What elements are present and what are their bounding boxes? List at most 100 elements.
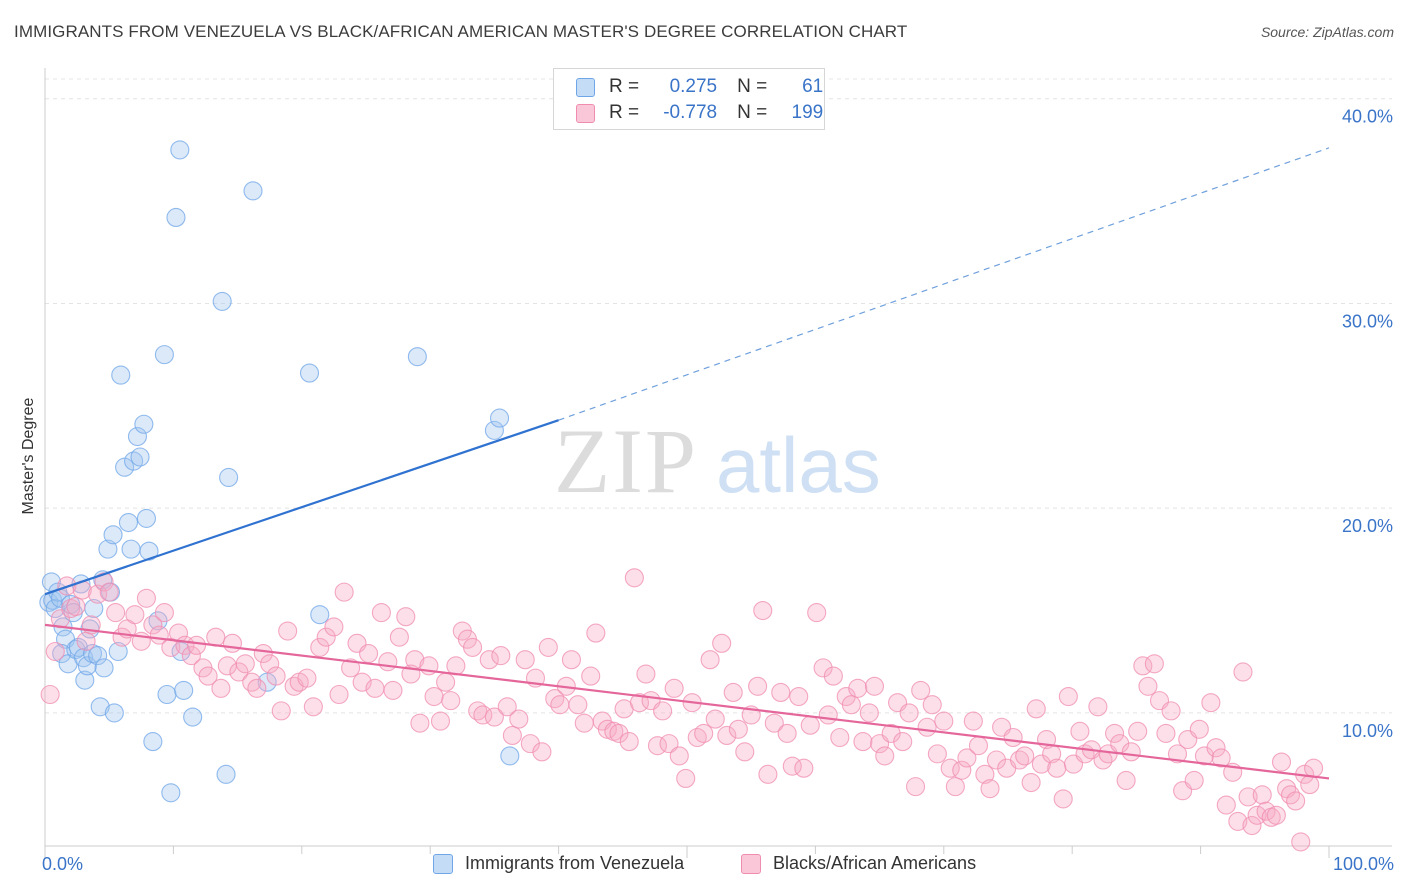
data-point [139, 541, 159, 561]
trend-line-venezuela [44, 419, 559, 596]
legend-item-black: Blacks/African Americans [741, 853, 976, 874]
data-point [1286, 791, 1306, 811]
data-point [807, 603, 827, 623]
data-point [1233, 662, 1253, 682]
data-point [1291, 832, 1311, 852]
data-point [436, 672, 456, 692]
data-point [77, 656, 97, 676]
data-point [183, 707, 203, 727]
data-point [94, 658, 114, 678]
data-point [134, 414, 154, 434]
data-point [609, 723, 629, 743]
y-tick-label: 10.0% [1342, 721, 1393, 741]
data-point [106, 603, 126, 623]
data-point [359, 643, 379, 664]
data-point [410, 713, 430, 733]
data-point [1266, 805, 1286, 825]
data-point [818, 705, 838, 725]
data-point [550, 695, 570, 715]
data-point [1256, 801, 1276, 821]
data-point [40, 684, 60, 705]
legend-swatch-venezuela [433, 853, 453, 874]
stats-row-black: R = -0.778 N = 199 [554, 100, 823, 126]
data-point [848, 678, 868, 698]
watermark-atlas: atlas [716, 421, 881, 509]
data-point [45, 641, 65, 662]
data-point [500, 746, 520, 766]
trend-line-black [44, 623, 1330, 780]
legend-label-venezuela: Immigrants from Venezuela [465, 853, 685, 873]
data-point [1184, 770, 1204, 791]
data-point [700, 650, 720, 670]
stats-n-label: N = [737, 76, 768, 97]
data-point [586, 623, 606, 643]
data-point [430, 711, 451, 731]
data-point [1058, 686, 1078, 707]
axes [44, 68, 1392, 858]
data-point [108, 641, 128, 662]
series-black-points [40, 568, 1324, 852]
data-point [676, 768, 696, 788]
data-point [303, 697, 323, 717]
trend-lines [44, 147, 1330, 780]
data-point [561, 650, 581, 670]
data-point [243, 181, 263, 201]
data-point [299, 363, 320, 383]
data-point [800, 715, 820, 735]
data-point [98, 539, 118, 559]
data-point [174, 680, 194, 700]
data-point [334, 582, 354, 602]
data-point [68, 637, 88, 657]
data-point [574, 713, 594, 733]
data-point [365, 678, 385, 698]
data-point [491, 646, 511, 666]
trend-line-venezuela-extension [558, 147, 1330, 421]
data-point [980, 779, 1000, 799]
data-point [911, 680, 931, 700]
data-point [864, 676, 885, 696]
data-point [1026, 699, 1046, 719]
data-point [859, 703, 879, 723]
data-point [986, 750, 1006, 770]
data-point [794, 758, 814, 778]
data-point [198, 666, 218, 686]
data-point [509, 709, 529, 729]
data-point [1105, 723, 1125, 743]
data-point [1242, 815, 1262, 836]
data-point [705, 709, 725, 729]
data-point [1216, 795, 1236, 815]
data-point [813, 658, 833, 678]
data-point [75, 670, 95, 690]
data-point [324, 617, 344, 637]
data-point [647, 736, 668, 756]
data-point [424, 686, 444, 707]
data-point [186, 635, 207, 655]
gridlines [45, 78, 1392, 714]
stats-r-value: -0.778 [663, 102, 718, 123]
data-point [945, 777, 965, 797]
data-point [407, 347, 427, 367]
data-point [154, 345, 174, 365]
data-point [830, 727, 850, 748]
data-point [777, 723, 797, 743]
data-point [1088, 697, 1108, 717]
data-point [170, 140, 190, 160]
data-point [1167, 744, 1188, 764]
data-point [497, 697, 517, 717]
stats-swatch-venezuela [576, 77, 595, 97]
data-point [1047, 758, 1067, 778]
data-point [489, 408, 510, 428]
data-point [1252, 785, 1272, 805]
stats-n-label: N = [737, 102, 768, 123]
data-point [341, 658, 361, 678]
data-point [247, 678, 267, 698]
x-tick-label-min: 0.0% [42, 854, 83, 874]
data-point [735, 742, 755, 762]
data-point [952, 760, 972, 780]
data-point [1031, 754, 1051, 774]
stats-r-label: R = [609, 76, 640, 97]
data-point [664, 678, 684, 698]
legend-item-venezuela: Immigrants from Venezuela [433, 853, 684, 874]
data-point [1015, 746, 1035, 766]
chart-source: Source: ZipAtlas.com [1260, 24, 1394, 40]
